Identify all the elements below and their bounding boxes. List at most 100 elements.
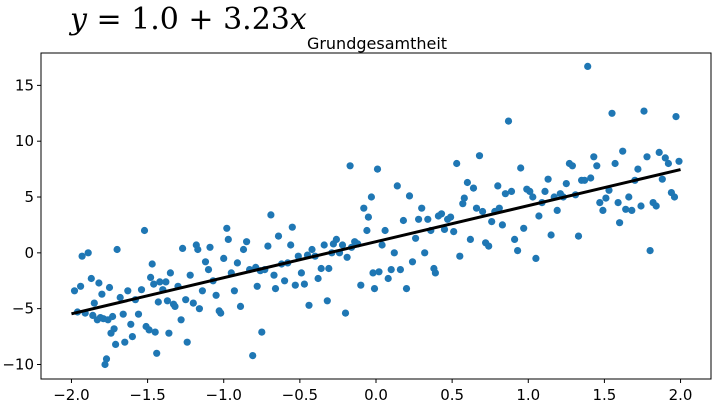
data-point-172 xyxy=(514,247,522,255)
data-point-92 xyxy=(288,223,296,231)
data-point-17 xyxy=(105,283,114,292)
data-point-160 xyxy=(479,207,487,216)
y-tick-label: 15 xyxy=(15,76,34,94)
data-point-158 xyxy=(472,204,481,212)
data-point-130 xyxy=(390,249,398,257)
data-point-152 xyxy=(456,252,464,260)
data-point-203 xyxy=(608,109,616,117)
data-point-188 xyxy=(562,180,570,188)
data-point-163 xyxy=(488,218,496,226)
data-point-31 xyxy=(137,286,146,294)
data-point-218 xyxy=(652,202,660,210)
data-point-20 xyxy=(110,325,118,333)
data-point-21 xyxy=(112,340,120,348)
line-layer xyxy=(71,168,681,316)
data-point-121 xyxy=(367,193,375,201)
data-point-201 xyxy=(602,194,610,202)
data-point-167 xyxy=(498,221,506,229)
data-point-66 xyxy=(217,309,225,317)
data-point-134 xyxy=(402,285,411,293)
x-tick-label: −1.0 xyxy=(206,386,242,404)
data-point-44 xyxy=(163,297,171,305)
data-point-61 xyxy=(204,266,213,274)
data-point-57 xyxy=(194,245,202,254)
data-point-165 xyxy=(494,182,502,190)
data-point-151 xyxy=(453,159,461,168)
y-tick-label: −5 xyxy=(12,300,34,318)
data-point-120 xyxy=(364,213,372,221)
data-point-169 xyxy=(504,117,513,125)
data-point-129 xyxy=(387,266,395,274)
data-point-207 xyxy=(619,147,627,155)
data-point-192 xyxy=(574,232,583,240)
data-point-52 xyxy=(182,296,190,304)
data-point-93 xyxy=(291,281,299,289)
data-point-224 xyxy=(670,193,679,201)
data-point-43 xyxy=(162,278,170,286)
data-point-195 xyxy=(584,62,592,70)
data-point-113 xyxy=(346,162,354,170)
x-tick-label: −0.5 xyxy=(282,386,318,404)
data-point-15 xyxy=(102,355,111,363)
data-point-37 xyxy=(150,280,158,288)
data-point-84 xyxy=(267,211,275,219)
points-layer xyxy=(70,62,683,369)
data-point-0 xyxy=(70,287,79,295)
data-point-30 xyxy=(134,310,143,318)
data-point-118 xyxy=(360,204,368,212)
data-point-67 xyxy=(220,254,228,262)
data-point-5 xyxy=(84,249,92,257)
data-point-197 xyxy=(590,153,598,161)
data-point-108 xyxy=(332,235,340,243)
regression-line xyxy=(71,168,681,316)
data-point-38 xyxy=(151,328,159,336)
data-point-36 xyxy=(148,260,156,268)
data-point-75 xyxy=(243,238,251,246)
data-point-144 xyxy=(431,269,439,277)
data-point-79 xyxy=(253,282,261,290)
data-point-64 xyxy=(212,291,220,299)
data-point-91 xyxy=(287,241,295,249)
data-point-103 xyxy=(320,241,328,249)
data-point-222 xyxy=(664,159,673,168)
equation-body: = 1.0 + 3.23 xyxy=(86,2,290,37)
data-point-58 xyxy=(195,305,203,313)
data-point-96 xyxy=(300,280,308,288)
data-point-176 xyxy=(526,187,534,195)
data-point-125 xyxy=(375,268,383,276)
data-point-206 xyxy=(616,219,624,227)
data-point-14 xyxy=(101,360,109,369)
data-point-7 xyxy=(89,311,97,319)
x-tick-label: 1.5 xyxy=(592,386,616,404)
data-point-71 xyxy=(230,287,238,295)
data-point-139 xyxy=(418,204,426,212)
chart-title: Grundgesamtheit xyxy=(307,34,447,53)
data-point-101 xyxy=(314,274,322,283)
regression-equation: y = 1.0 + 3.23x xyxy=(70,2,307,37)
data-point-32 xyxy=(140,226,149,235)
data-point-26 xyxy=(124,287,132,295)
data-point-83 xyxy=(264,242,272,250)
data-point-170 xyxy=(507,187,516,195)
data-point-74 xyxy=(239,245,248,254)
data-point-141 xyxy=(424,215,432,223)
y-tick-label: −10 xyxy=(2,355,34,373)
data-point-59 xyxy=(198,287,206,295)
data-point-156 xyxy=(466,235,474,243)
data-point-35 xyxy=(147,273,155,281)
data-point-123 xyxy=(370,285,379,293)
x-tick-label: 1.0 xyxy=(516,386,540,404)
x-tick-label: −1.5 xyxy=(129,386,165,404)
data-point-212 xyxy=(634,165,642,173)
data-point-177 xyxy=(529,193,537,201)
data-point-149 xyxy=(447,213,455,221)
data-point-55 xyxy=(189,299,197,307)
data-point-6 xyxy=(87,274,95,283)
data-point-34 xyxy=(145,326,153,334)
data-point-22 xyxy=(113,245,121,254)
y-axis: −10 −5 0 5 10 15 xyxy=(2,76,41,373)
data-point-89 xyxy=(281,277,289,285)
equation-y: y xyxy=(70,2,87,37)
data-point-133 xyxy=(399,216,407,225)
plot-frame xyxy=(40,52,712,380)
